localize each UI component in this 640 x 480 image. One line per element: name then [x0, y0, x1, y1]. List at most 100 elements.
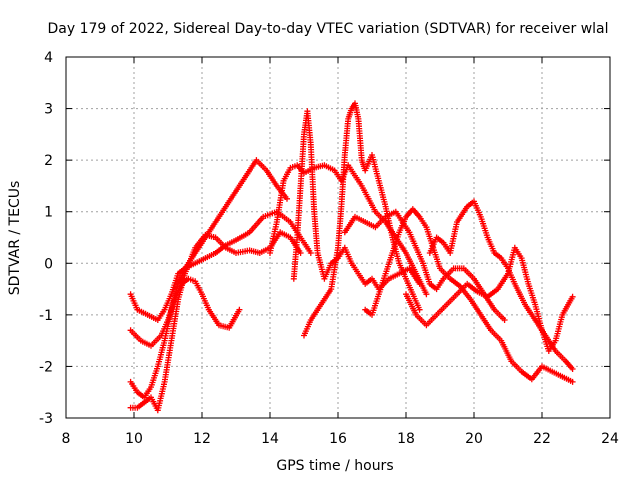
data-point	[194, 262, 196, 265]
data-point	[520, 370, 523, 373]
data-point	[163, 381, 166, 383]
data-point	[269, 252, 271, 254]
data-point	[214, 221, 217, 223]
data-point	[429, 283, 431, 285]
data-point	[282, 179, 285, 182]
data-point	[228, 326, 230, 329]
y-tick-label: -1	[39, 308, 53, 324]
data-point	[129, 293, 132, 296]
data-point	[354, 174, 356, 177]
data-point	[500, 339, 503, 342]
data-point	[296, 164, 299, 167]
data-point	[340, 179, 343, 182]
data-point	[177, 272, 179, 275]
y-tick-label: 3	[44, 102, 53, 118]
data-point	[456, 221, 458, 223]
y-tick-label: 1	[44, 205, 53, 221]
x-tick-label: 8	[62, 431, 71, 447]
data-point	[425, 226, 428, 228]
data-point	[384, 216, 387, 218]
marker-trace	[127, 157, 290, 401]
data-point	[129, 406, 132, 409]
data-point	[371, 154, 373, 156]
data-point	[412, 293, 414, 296]
data-point	[170, 293, 173, 296]
data-point	[357, 272, 360, 275]
data-points	[127, 100, 576, 414]
series-arc-11	[341, 208, 508, 323]
data-point	[323, 277, 326, 280]
data-point	[344, 247, 346, 249]
data-point	[170, 308, 173, 311]
data-point	[412, 208, 414, 210]
data-point	[531, 378, 533, 381]
data-point	[163, 339, 166, 342]
data-point	[398, 262, 401, 265]
data-point	[561, 375, 564, 378]
data-point	[554, 339, 557, 342]
data-point	[313, 210, 316, 213]
data-point	[364, 283, 367, 285]
data-point	[527, 283, 530, 285]
data-point	[514, 247, 516, 249]
data-point	[129, 329, 132, 332]
data-point	[248, 231, 251, 234]
data-point	[493, 308, 496, 311]
data-point	[534, 319, 536, 321]
data-point	[194, 280, 196, 283]
data-point	[452, 267, 455, 270]
data-point	[384, 205, 387, 208]
data-point	[391, 252, 394, 254]
data-point	[303, 241, 305, 244]
data-point	[405, 216, 407, 218]
data-point	[384, 221, 387, 223]
data-point	[520, 257, 523, 259]
data-point	[476, 290, 479, 293]
data-point	[524, 303, 526, 306]
data-point	[473, 200, 475, 203]
data-point	[293, 277, 295, 280]
data-point	[289, 221, 292, 223]
x-tick-label: 12	[193, 431, 211, 447]
data-point	[235, 252, 237, 254]
data-point	[500, 257, 503, 259]
data-point	[466, 205, 469, 208]
data-point	[473, 277, 475, 280]
data-point	[497, 288, 499, 290]
data-point	[347, 118, 350, 120]
data-point	[398, 231, 401, 234]
data-point	[561, 314, 564, 316]
data-point	[371, 277, 373, 280]
data-point	[361, 159, 363, 161]
data-point	[469, 298, 472, 301]
data-point	[374, 226, 377, 228]
data-point	[143, 401, 145, 404]
data-point	[551, 370, 553, 373]
marker-trace	[290, 108, 423, 293]
data-point	[214, 252, 217, 254]
y-tick-label: -3	[39, 411, 53, 427]
data-point	[456, 293, 458, 296]
data-point	[391, 236, 394, 239]
data-point	[350, 107, 353, 110]
data-point	[405, 252, 407, 254]
data-point	[299, 252, 302, 254]
data-point	[194, 247, 196, 249]
data-point	[170, 339, 173, 342]
data-point	[483, 293, 486, 296]
data-point	[510, 360, 513, 363]
data-point	[480, 216, 482, 218]
data-point	[163, 308, 166, 311]
data-point	[330, 288, 333, 290]
data-point	[425, 293, 428, 296]
x-tick-label: 16	[329, 431, 347, 447]
data-point	[289, 167, 292, 169]
data-point	[442, 277, 445, 280]
data-point	[571, 296, 574, 298]
x-tick-label: 20	[465, 431, 483, 447]
data-point	[565, 360, 567, 363]
data-point	[463, 267, 465, 270]
data-point	[408, 231, 411, 234]
data-point	[435, 314, 438, 316]
data-point	[378, 179, 380, 182]
